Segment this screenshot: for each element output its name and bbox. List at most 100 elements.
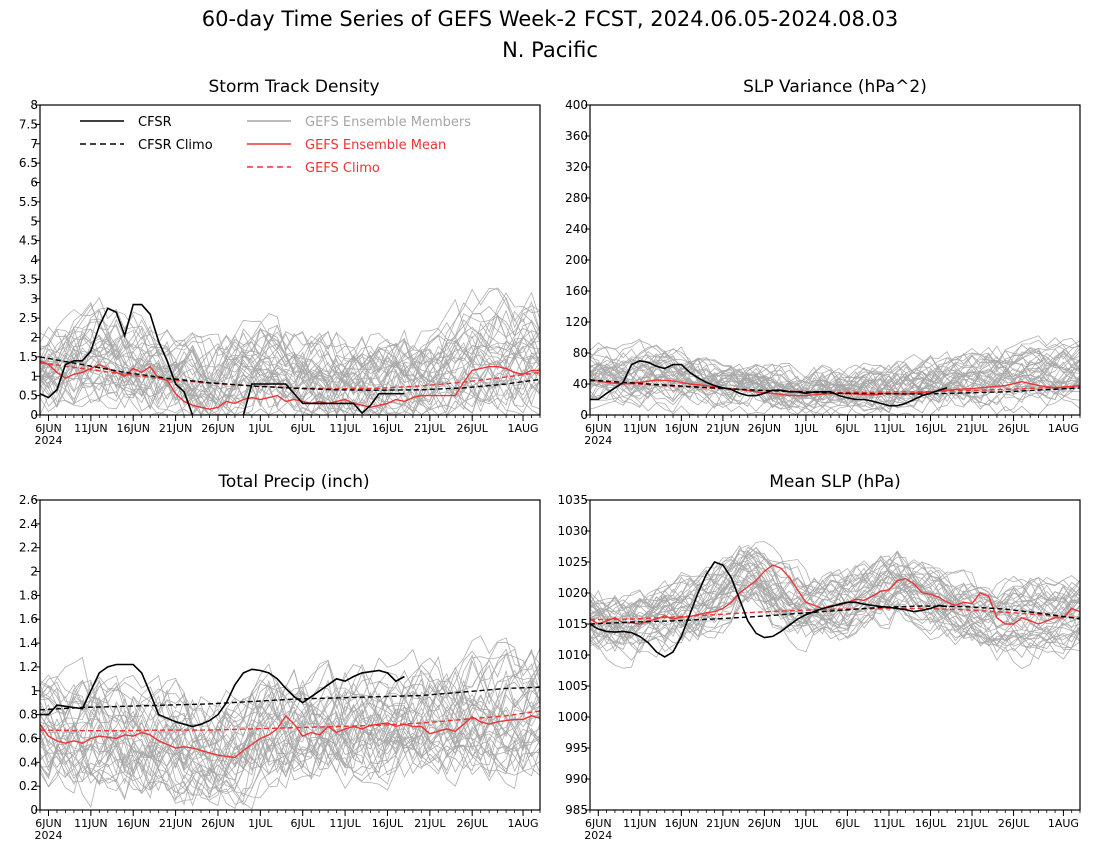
figure-title: 60-day Time Series of GEFS Week-2 FCST, …: [202, 7, 899, 31]
y-tick-label: 985: [565, 803, 588, 817]
series-line-gefs-climo: [40, 710, 540, 732]
y-tick-label: 1035: [557, 493, 588, 507]
x-tick-label: 16JUL: [915, 422, 947, 435]
panel-title: Total Precip (inch): [217, 472, 369, 492]
x-tick-label: 6JUL: [290, 422, 315, 435]
x-tick-label: 16JUL: [915, 817, 947, 830]
x-tick-label: 26JUL: [998, 817, 1030, 830]
ensemble-member-line: [40, 648, 540, 737]
panel-mean-slp: Mean SLP (hPa) 985 990 995 1000 1005 1010 1015…: [557, 472, 1081, 842]
plot-frame: [39, 499, 541, 811]
series-line-cfsr-climo: [590, 379, 1080, 395]
y-tick-label: 80: [573, 346, 588, 360]
y-tick-label: 1020: [557, 586, 588, 600]
x-tick-label: 26JUN: [748, 817, 782, 830]
ensemble-member-line: [590, 339, 1080, 393]
ensemble-member-line: [40, 695, 540, 781]
y-tick-label: 1.4: [19, 636, 38, 650]
x-tick-label: 21JUN: [159, 422, 193, 435]
ensemble-member-line: [40, 308, 540, 380]
x-tick-label: 6JUL: [835, 422, 860, 435]
y-tick-label: 400: [565, 98, 588, 112]
ensemble-member-line: [590, 335, 1080, 392]
series-line-mean: [40, 714, 540, 759]
y-tick-label: 2.4: [19, 517, 38, 531]
y-tick-label: 1.2: [19, 660, 38, 674]
x-tick-label: 11JUN: [623, 422, 657, 435]
ensemble-member-line: [590, 346, 1080, 394]
y-tick-label: 0: [580, 408, 588, 422]
x-tick-label: 26JUL: [998, 422, 1030, 435]
legend-label-mean: GEFS Ensemble Mean: [305, 138, 446, 153]
x-tick-label: 11JUL: [329, 817, 361, 830]
x-tick-label: 16JUN: [665, 817, 699, 830]
ensemble-member-line: [40, 719, 540, 796]
y-tick-label: 2.2: [19, 541, 38, 555]
y-tick-label: 6.5: [19, 156, 38, 170]
y-tick-label: 0: [30, 803, 38, 817]
y-tick-label: 3.5: [19, 272, 38, 286]
legend-label-cfsr: CFSR: [138, 115, 172, 130]
x-tick-label: 26JUL: [456, 422, 488, 435]
ensemble-member-line: [40, 713, 540, 799]
y-tick-label: 0.2: [19, 779, 38, 793]
panel-slp-variance: SLP Variance (hPa^2) 0 40 80 120 160 200 240 28…: [565, 77, 1081, 447]
x-tick-label: 1JUL: [248, 422, 273, 435]
ensemble-member-line: [40, 317, 540, 391]
y-tick-label: 280: [565, 191, 588, 205]
y-tick-label: 8: [30, 98, 38, 112]
x-tick-label: 1AUG: [507, 817, 538, 830]
y-tick-label: 1015: [557, 617, 588, 631]
y-tick-label: 2: [30, 565, 38, 579]
y-tick-label: 200: [565, 253, 588, 267]
series-line-cfsr-climo: [40, 356, 540, 391]
y-tick-label: 1005: [557, 679, 588, 693]
y-tick-label: 0: [30, 408, 38, 422]
x-tick-label: 11JUN: [74, 422, 108, 435]
plot-area: [40, 635, 540, 810]
x-tick-label: 1AUG: [1048, 817, 1079, 830]
ensemble-member-line: [40, 365, 540, 415]
x-tick-label: 6JUN: [35, 817, 62, 830]
ensemble-member-line: [590, 551, 1080, 625]
x-tick-label: 21JUL: [956, 817, 988, 830]
y-tick-label: 5: [30, 214, 38, 228]
y-tick-label: 1: [30, 684, 38, 698]
ensemble-member-line: [590, 375, 1080, 409]
y-tick-label: 7: [30, 137, 38, 151]
y-tick-label: 1: [30, 369, 38, 383]
y-tick-label: 990: [565, 772, 588, 786]
y-tick-label: 4: [30, 253, 38, 267]
ensemble-member-line: [40, 315, 540, 396]
ensemble-member-line: [590, 578, 1080, 646]
series-line-cfsr: [242, 383, 405, 415]
ensemble-member-line: [590, 374, 1080, 414]
y-tick-label: 5.5: [19, 195, 38, 209]
x-tick-label: 21JUN: [706, 817, 740, 830]
x-tick-label: 21JUN: [159, 817, 193, 830]
y-tick-label: 40: [573, 377, 588, 391]
ensemble-member-line: [40, 648, 540, 744]
ensemble-member-line: [40, 363, 540, 415]
ensemble-member-line: [590, 362, 1080, 409]
ensemble-member-line: [590, 340, 1080, 395]
legend-label-cfsr-climo: CFSR Climo: [138, 138, 213, 153]
x-tick-label: 11JUL: [873, 422, 905, 435]
ensemble-member-line: [590, 368, 1080, 414]
ensemble-member-line: [590, 354, 1080, 396]
x-tick-label: 26JUN: [201, 817, 235, 830]
x-tick-label: 11JUN: [623, 817, 657, 830]
panel-total-precip: Total Precip (inch) 0 0.2 0.4 0.6 0.8 1 1.2 1.4…: [19, 472, 541, 842]
ensemble-member-line: [590, 545, 1080, 618]
x-tick-label: 6JUN: [585, 817, 612, 830]
x-tick-label: 1AUG: [1048, 422, 1079, 435]
ensemble-member-line: [590, 562, 1080, 638]
x-tick-label: 1JUL: [248, 817, 273, 830]
x-tick-label: 21JUL: [956, 422, 988, 435]
y-tick-label: 0.6: [19, 731, 38, 745]
series-line-cfsr: [590, 359, 948, 407]
ensemble-member-line: [40, 318, 540, 387]
legend: CFSR CFSR Climo GEFS Ensemble Members GE…: [80, 115, 471, 176]
ensemble-member-line: [40, 666, 540, 734]
x-tick-label: 26JUN: [201, 422, 235, 435]
